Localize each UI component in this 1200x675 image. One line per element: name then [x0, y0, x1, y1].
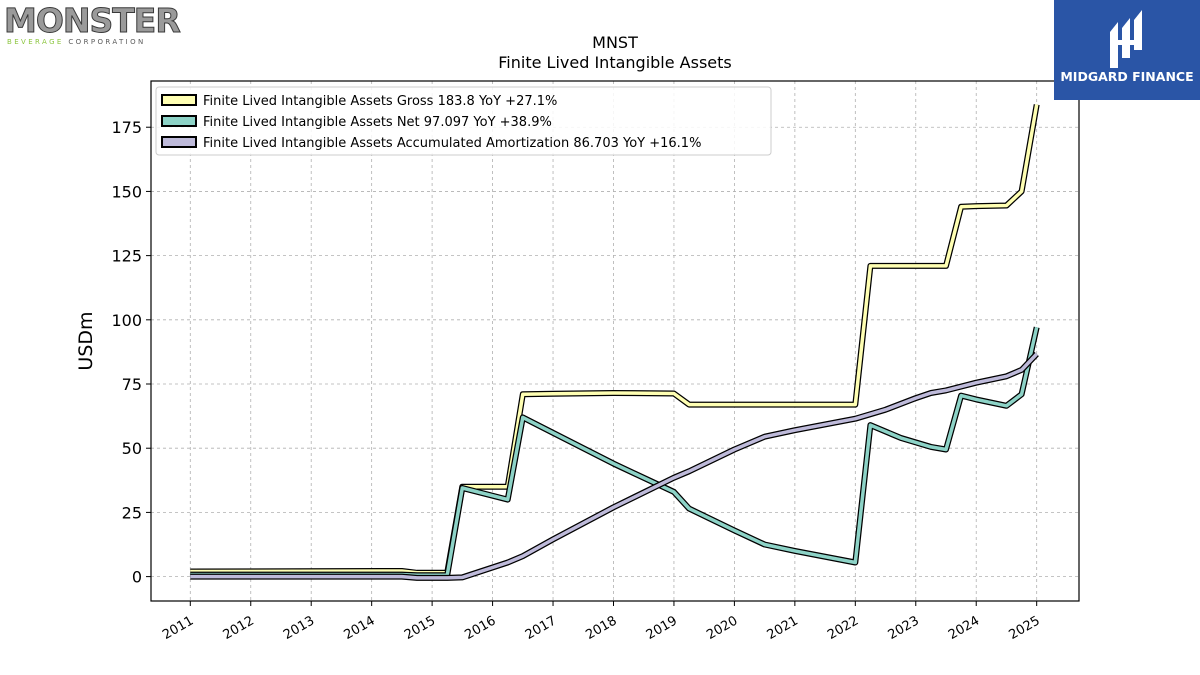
series-line-2 — [190, 326, 1039, 578]
x-tick-label: 2020 — [704, 613, 740, 643]
legend-swatch-2 — [161, 115, 197, 127]
y-tick-label: 0 — [132, 568, 142, 587]
x-tick-label: 2013 — [281, 613, 317, 643]
legend: Finite Lived Intangible Assets Gross 183… — [155, 86, 772, 156]
legend-swatch-3 — [161, 136, 197, 148]
monster-logo: MONSTER BEVERAGE CORPORATION — [4, 1, 182, 46]
midgard-finance-logo: MIDGARD FINANCE — [1054, 0, 1200, 100]
series-lines — [190, 104, 1040, 581]
monster-logo-sub-rest: CORPORATION — [68, 38, 146, 46]
x-tick-label: 2019 — [644, 613, 680, 643]
y-tick-label: 150 — [111, 182, 142, 201]
monster-logo-subtitle: BEVERAGE CORPORATION — [7, 38, 164, 46]
plot-area-frame — [150, 80, 1080, 602]
x-tick-label: 2014 — [342, 613, 378, 643]
midgard-emblem-icon — [1110, 10, 1142, 68]
y-axis-label: USDm — [75, 311, 97, 370]
grid-lines — [151, 81, 1079, 601]
x-tick-label: 2018 — [583, 613, 619, 643]
x-tick-label: 2021 — [765, 613, 801, 643]
legend-label-2: Finite Lived Intangible Assets Net 97.09… — [203, 115, 552, 130]
x-tick-label: 2015 — [402, 613, 438, 643]
x-tick-label: 2024 — [946, 613, 982, 643]
monster-logo-sub-green: BEVERAGE — [7, 38, 64, 46]
y-tick-label: 100 — [111, 311, 142, 330]
legend-label-1: Finite Lived Intangible Assets Gross 183… — [203, 94, 557, 109]
monster-logo-wordmark: MONSTER — [4, 1, 182, 40]
x-tick-label: 2025 — [1007, 613, 1043, 643]
chart-title: MNST — [592, 33, 638, 52]
legend-box — [155, 86, 772, 156]
chart-subtitle: Finite Lived Intangible Assets — [498, 53, 731, 72]
x-tick-label: 2017 — [523, 613, 559, 643]
y-tick-label: 50 — [122, 439, 142, 458]
y-tick-label: 75 — [122, 375, 142, 394]
legend-label-3: Finite Lived Intangible Assets Accumulat… — [203, 136, 701, 151]
midgard-finance-brand: MIDGARD FINANCE — [1060, 69, 1194, 84]
series-line-3 — [190, 352, 1038, 580]
y-tick-label: 25 — [122, 503, 142, 522]
y-tick-label: 175 — [111, 118, 142, 137]
x-tick-label: 2011 — [160, 613, 196, 643]
y-tick-label: 125 — [111, 247, 142, 266]
x-tick-label: 2016 — [462, 613, 498, 643]
x-tick-label: 2022 — [825, 613, 861, 643]
x-tick-label: 2012 — [221, 613, 257, 643]
x-tick-label: 2023 — [886, 613, 922, 643]
legend-swatch-1 — [161, 94, 197, 106]
